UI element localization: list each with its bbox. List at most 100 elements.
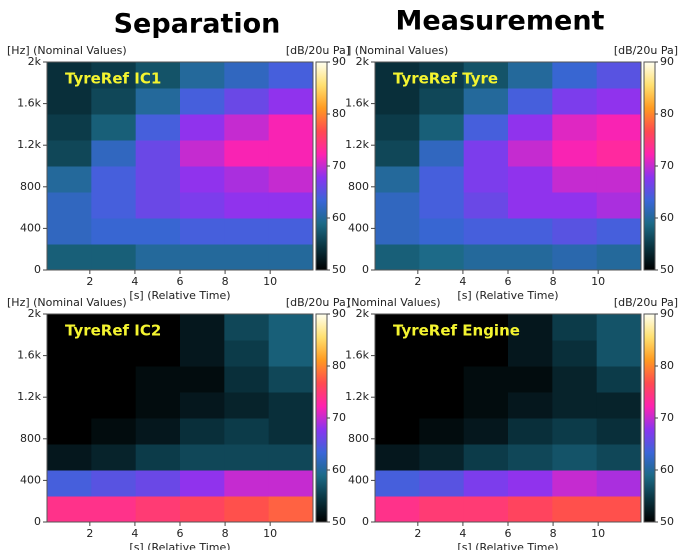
z-axis-label: [dB/20u Pa] — [614, 296, 678, 309]
heat-cell — [180, 470, 225, 497]
heat-cell — [268, 314, 314, 341]
heat-cell — [552, 140, 598, 167]
heat-cell — [463, 140, 509, 167]
x-tick-label: 10 — [591, 275, 605, 288]
heat-cell — [47, 88, 92, 115]
x-tick-label: 2 — [414, 527, 421, 540]
colorbar-tick-label: 60 — [660, 211, 674, 224]
y-tick-label: 2k — [28, 307, 42, 320]
heat-cell — [508, 314, 553, 341]
x-tick-label: 2 — [414, 275, 421, 288]
heat-cell — [419, 366, 465, 393]
heat-cell — [508, 62, 553, 89]
y-tick-label: 2k — [28, 55, 42, 68]
z-axis-label: [dB/20u Pa] — [286, 296, 350, 309]
heat-cell — [180, 88, 225, 115]
heat-cell — [224, 366, 270, 393]
heat-cell — [419, 218, 465, 245]
y-tick-label: 800 — [348, 432, 369, 445]
heat-cell — [47, 470, 92, 497]
heat-cell — [47, 166, 92, 193]
heat-cell — [135, 444, 181, 471]
heat-cell — [419, 88, 465, 115]
x-tick-label: 8 — [550, 275, 557, 288]
x-tick-label: 6 — [177, 527, 184, 540]
heat-cell — [91, 166, 137, 193]
heat-cell — [135, 418, 181, 445]
heat-cell — [508, 88, 553, 115]
heat-cell — [268, 192, 314, 219]
z-axis-label: [dB/20u Pa] — [286, 44, 350, 57]
heat-cell — [552, 444, 598, 471]
heat-cell — [180, 340, 225, 367]
y-tick-label: 1.2k — [17, 390, 41, 403]
x-tick-label: 6 — [177, 275, 184, 288]
heat-cell — [419, 470, 465, 497]
heat-cell — [375, 62, 420, 89]
heat-cell — [419, 392, 465, 419]
heat-cell — [508, 192, 553, 219]
y-tick-label: 1.2k — [17, 138, 41, 151]
z-axis-label: [dB/20u Pa] — [614, 44, 678, 57]
column-heading: Separation — [114, 9, 281, 40]
x-tick-label: 4 — [459, 275, 466, 288]
heat-cell — [419, 140, 465, 167]
heat-cell — [91, 470, 137, 497]
heat-cell — [91, 88, 137, 115]
heat-cell — [47, 140, 92, 167]
x-tick-label: 6 — [505, 527, 512, 540]
heat-cell — [552, 192, 598, 219]
heat-cell — [91, 392, 137, 419]
heat-cell — [552, 496, 598, 523]
heat-cell — [419, 496, 465, 523]
x-tick-label: 6 — [505, 275, 512, 288]
x-tick-label: 10 — [263, 527, 277, 540]
y-tick-label: 800 — [20, 432, 41, 445]
heat-cell — [47, 418, 92, 445]
heat-cell — [224, 340, 270, 367]
annotation: TyreRef Tyre — [393, 70, 498, 88]
heat-cell — [375, 166, 420, 193]
heat-cell — [508, 392, 553, 419]
heat-cell — [180, 244, 225, 271]
heat-cell — [508, 140, 553, 167]
heat-cell — [47, 218, 92, 245]
heat-cell — [135, 496, 181, 523]
heat-cell — [508, 444, 553, 471]
heat-cell — [508, 340, 553, 367]
heat-cell — [91, 244, 137, 271]
x-tick-label: 8 — [222, 275, 229, 288]
annotation: TyreRef Engine — [393, 322, 520, 340]
heat-cell — [135, 166, 181, 193]
heat-cell — [375, 496, 420, 523]
heat-cell — [224, 192, 270, 219]
heat-cell — [224, 444, 270, 471]
heat-cell — [596, 62, 642, 89]
heat-cell — [419, 114, 465, 141]
y-tick-label: 400 — [20, 221, 41, 234]
heat-cell — [135, 366, 181, 393]
heat-cell — [508, 166, 553, 193]
heat-cell — [552, 218, 598, 245]
heat-cell — [268, 88, 314, 115]
heat-cell — [375, 366, 420, 393]
x-tick-label: 4 — [131, 275, 138, 288]
heat-cell — [224, 496, 270, 523]
heat-cell — [596, 444, 642, 471]
y-tick-label: 400 — [348, 221, 369, 234]
heat-cell — [596, 140, 642, 167]
heat-cell — [463, 166, 509, 193]
heat-cell — [91, 444, 137, 471]
heat-cell — [135, 244, 181, 271]
heat-cell — [47, 392, 92, 419]
heat-cell — [224, 470, 270, 497]
heat-cell — [224, 244, 270, 271]
heat-cell — [419, 192, 465, 219]
heat-cell — [463, 496, 509, 523]
y-tick-label: 400 — [348, 473, 369, 486]
heat-cell — [180, 392, 225, 419]
y-tick-label: 0 — [34, 515, 41, 528]
heat-cell — [463, 418, 509, 445]
heat-cell — [268, 392, 314, 419]
y-tick-label: 1.2k — [345, 390, 369, 403]
